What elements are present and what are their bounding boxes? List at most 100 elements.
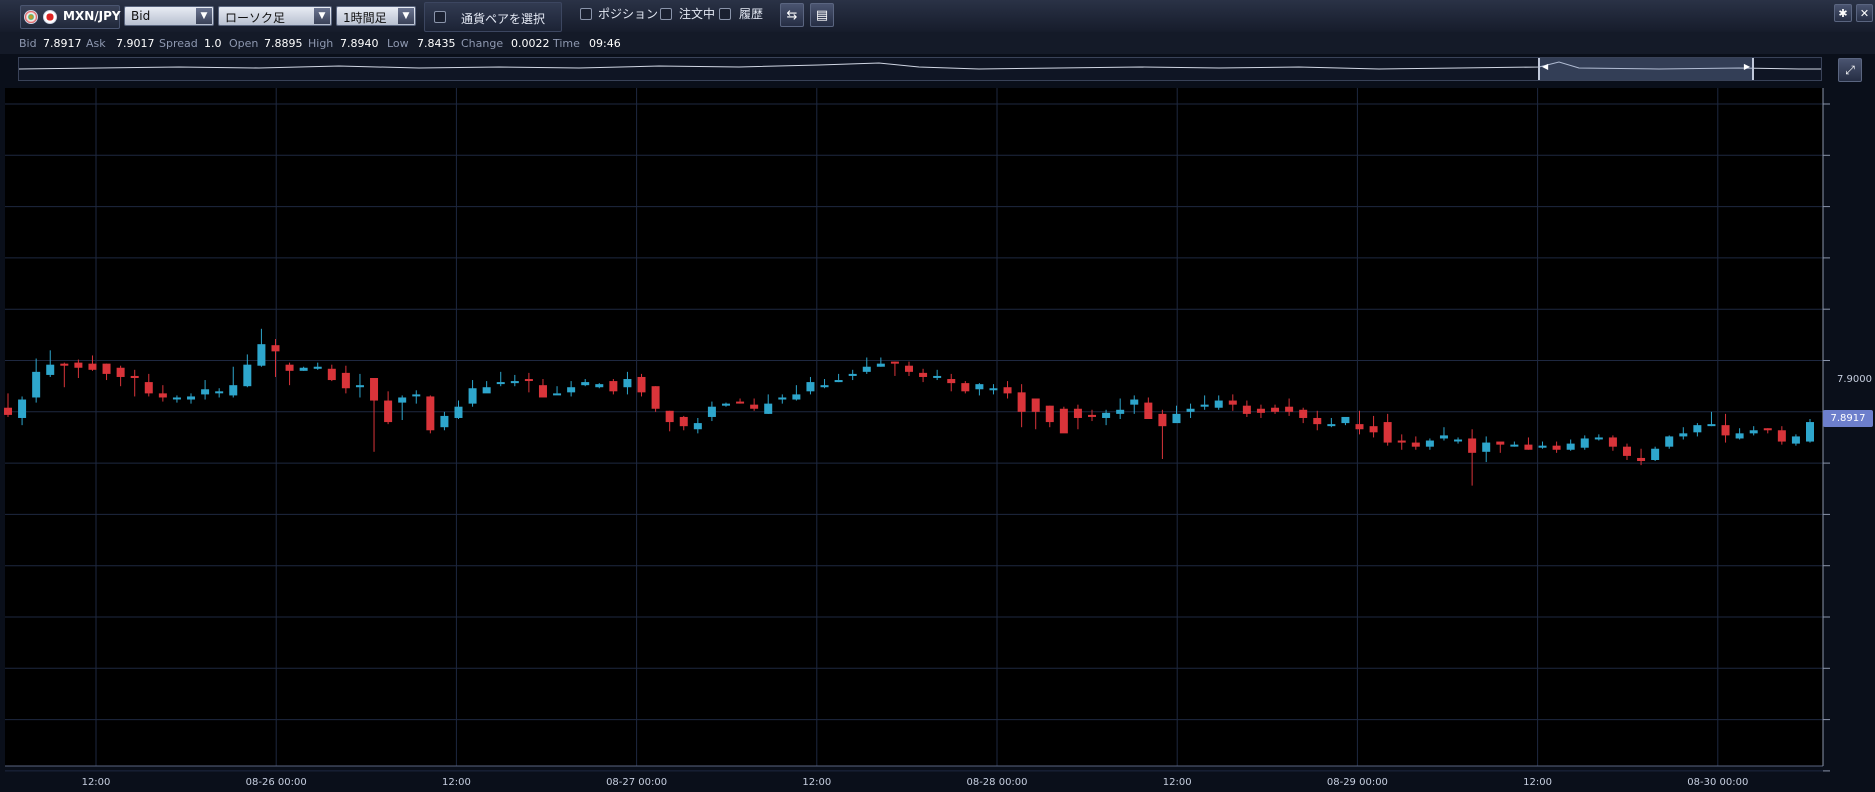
candle-body [595,384,604,388]
x-tick-label: 12:00 [442,777,471,788]
candle-body [1707,424,1716,427]
position-checkbox[interactable] [580,8,592,20]
candle-body [1088,414,1097,417]
candle-body [820,385,829,388]
candle-body [919,372,928,377]
candle-body [1355,424,1364,430]
candle-body [736,401,745,404]
candle-body [1777,430,1786,442]
candle-body [1200,404,1209,407]
candle-body [18,399,27,418]
candle-body [679,416,688,427]
chevron-down-icon: ▼ [196,8,212,24]
candle-body [1158,413,1167,427]
high-label: High [308,37,334,50]
candle-body [1116,409,1125,414]
candle-body [665,410,674,423]
candle-body [1594,437,1603,440]
range-left-handle-icon[interactable]: ◀ [1542,62,1549,71]
candle-body [355,385,364,388]
candle-body [299,367,308,371]
grid-lines [5,88,1823,772]
time-label: Time [553,37,580,50]
candle-body [1411,442,1420,447]
history-checkbox[interactable] [719,8,731,20]
candle-body [482,387,491,394]
plot-area [5,88,1823,766]
chart-export-icon[interactable]: ⇆ [780,3,804,27]
low-value: 7.8435 [417,37,456,50]
pair-select-button[interactable]: 通貨ペアを選択 [424,2,562,32]
candle-body [806,382,815,392]
toolbar: MXN/JPY Bid ▼ ローソク足 ▼ 1時間足 ▼ 通貨ペアを選択 ポジシ… [0,0,1875,33]
price-type-select[interactable]: Bid ▼ [124,6,214,26]
history-label: 履歴 [739,7,764,21]
x-tick-label: 08-29 00:00 [1327,777,1388,788]
y-tick-label: 7.9000 [1837,374,1872,385]
candle-body [1031,398,1040,412]
candle-body [1045,405,1054,423]
bid-label: Bid [19,37,37,50]
chart-navigator[interactable] [18,57,1822,81]
candle-body [1749,430,1758,434]
candle-body [1425,440,1434,447]
candle-body [412,394,421,397]
candle-body [1228,400,1237,405]
candle-body [243,364,252,387]
candle-body [693,423,702,430]
settings-gear-icon[interactable]: ✱ [1834,4,1852,22]
candle-body [1693,425,1702,433]
x-tick-label: 12:00 [1163,777,1192,788]
candle-body [1271,407,1280,412]
candle-body [1397,440,1406,443]
candle-body [933,375,942,378]
pair-select-checkbox[interactable] [434,11,446,23]
candle-body [257,344,266,366]
candle-body [1172,413,1181,424]
candle-body [510,381,519,384]
candle-body [1299,409,1308,418]
x-tick-label: 08-26 00:00 [246,777,307,788]
candle-body [496,382,505,385]
current-price-tag: 7.8917 [1823,410,1873,427]
candle-body [158,393,167,398]
candle-body [144,382,153,394]
candle-body [1538,445,1547,448]
ask-value: 7.9017 [116,37,155,50]
spread-label: Spread [159,37,198,50]
candle-body [764,403,773,414]
candle-body [116,367,125,377]
navigator-range-window[interactable]: ◀ ▶ [1538,58,1754,80]
candle-body [1186,408,1195,412]
currency-pair-button[interactable]: MXN/JPY [20,5,121,29]
zoom-toggle-icon[interactable]: ⤢ [1838,58,1862,82]
candle-body [721,403,730,406]
spread-value: 1.0 [204,37,222,50]
candle-body [1510,444,1519,447]
timeframe-select[interactable]: 1時間足 ▼ [336,6,416,26]
candle-body [1242,405,1251,414]
chart-style-select[interactable]: ローソク足 ▼ [218,6,332,26]
candle-body [707,406,716,417]
candle-body [1496,441,1505,445]
x-tick-label: 12:00 [1523,777,1552,788]
candle-body [1256,408,1265,413]
range-right-handle-icon[interactable]: ▶ [1743,62,1750,71]
candlestick-chart[interactable]: 12:00 08-26 00:00 12:00 08-27 00:00 12:00 08-… [0,88,1875,789]
candle-body [623,379,632,388]
candle-body [1073,408,1082,418]
high-value: 7.8940 [340,37,379,50]
candle-body [172,397,181,400]
chart-window-icon[interactable]: ▤ [810,3,834,27]
candle-body [1102,412,1111,418]
candle-body [1580,438,1589,448]
time-value: 09:46 [589,37,621,50]
chart-canvas: 12:00 08-26 00:00 12:00 08-27 00:00 12:00 08-… [4,88,1872,788]
order-checkbox[interactable] [660,8,672,20]
candle-body [1468,438,1477,453]
candle-body [1383,422,1392,443]
candle-body [1059,408,1068,434]
close-icon[interactable]: ✕ [1856,4,1873,22]
candle-body [1721,425,1730,436]
candle-body [1622,446,1631,456]
